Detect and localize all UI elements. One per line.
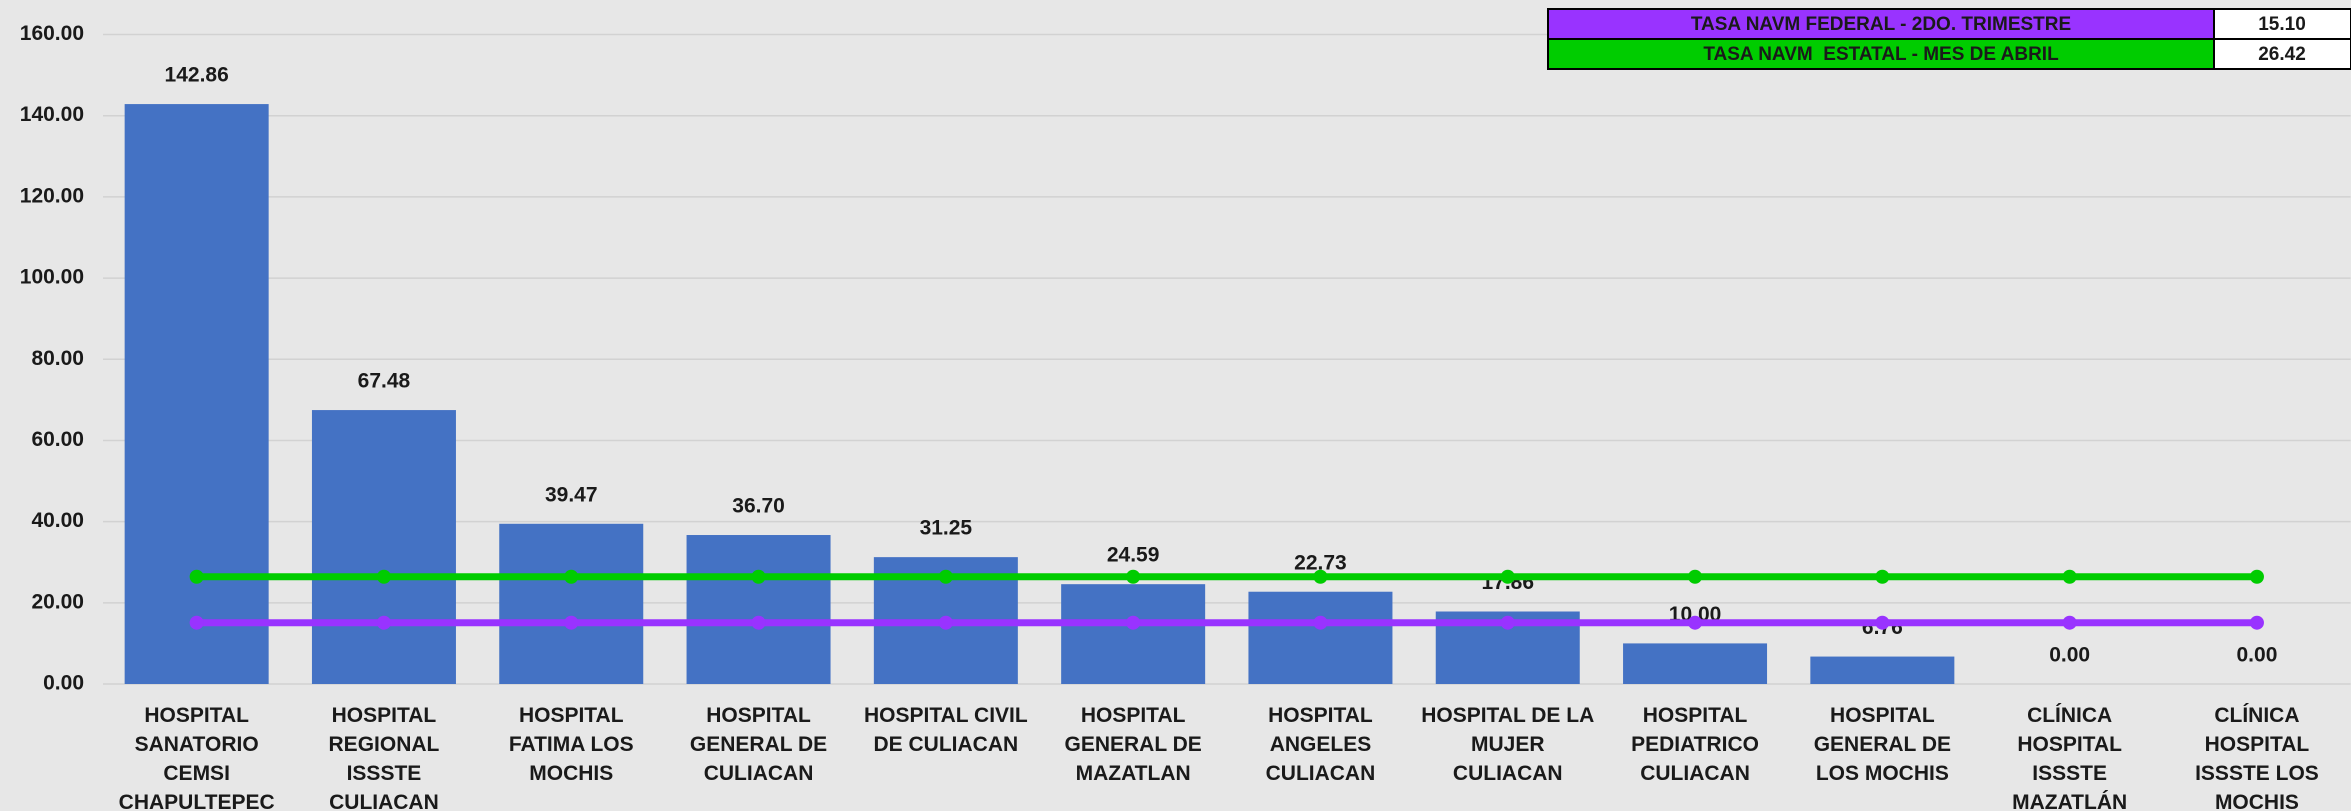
bar	[1061, 584, 1206, 684]
level-marker	[1688, 615, 1703, 630]
level-marker	[751, 615, 766, 630]
x-tick-label: HOSPITAL GENERAL DE CULIACAN	[690, 704, 827, 785]
level-marker	[938, 569, 953, 584]
x-tick-label: HOSPITAL ANGELES CULIACAN	[1266, 704, 1376, 785]
legend-name-cell	[1547, 38, 2215, 70]
legend-value-cell	[2213, 8, 2351, 40]
legend-name: TASA NAVM FEDERAL - 2DO. TRIMESTRE	[1691, 14, 2071, 35]
level-marker	[1500, 569, 1515, 584]
y-tick-label: 40.00	[31, 509, 84, 532]
level-marker	[376, 615, 391, 630]
data-label: 36.70	[732, 495, 785, 518]
data-label: 22.73	[1294, 551, 1347, 574]
level-marker	[1875, 615, 1890, 630]
level-marker	[1875, 569, 1890, 584]
x-tick-label: HOSPITAL PEDIATRICO CULIACAN	[1631, 704, 1759, 785]
level-marker	[1126, 615, 1141, 630]
x-tick-label: HOSPITAL GENERAL DE LOS MOCHIS	[1814, 704, 1951, 785]
level-marker	[2249, 569, 2264, 584]
bar	[1248, 591, 1393, 684]
bar	[1810, 656, 1955, 684]
x-tick-label: HOSPITAL DE LA MUJER CULIACAN	[1421, 704, 1594, 785]
data-label: 67.48	[358, 370, 411, 393]
bar	[1623, 643, 1768, 684]
y-tick-label: 160.00	[20, 22, 84, 45]
y-tick-label: 120.00	[20, 184, 84, 207]
level-marker	[564, 569, 579, 584]
data-label: 31.25	[920, 517, 973, 540]
level-marker	[564, 615, 579, 630]
level-marker	[1313, 569, 1328, 584]
level-marker	[1126, 569, 1141, 584]
level-marker	[1313, 615, 1328, 630]
x-tick-label: HOSPITAL GENERAL DE MAZATLAN	[1064, 704, 1201, 785]
y-tick-label: 80.00	[31, 347, 84, 370]
level-marker	[189, 569, 204, 584]
level-marker	[751, 569, 766, 584]
y-tick-label: 140.00	[20, 103, 84, 126]
bar	[499, 523, 644, 684]
data-label: 24.59	[1107, 544, 1160, 567]
y-tick-label: 60.00	[31, 428, 84, 451]
level-marker	[2062, 569, 2077, 584]
data-label: 0.00	[2049, 644, 2090, 667]
level-marker	[2062, 615, 2077, 630]
bar	[124, 104, 269, 684]
level-marker	[938, 615, 953, 630]
level-marker	[1688, 569, 1703, 584]
level-marker	[1500, 615, 1515, 630]
y-tick-label: 0.00	[43, 672, 84, 695]
data-label: 0.00	[2237, 644, 2278, 667]
data-label: 142.86	[165, 64, 229, 87]
x-tick-label: HOSPITAL SANATORIO CEMSI CHAPULTEPEC	[119, 704, 275, 811]
x-tick-label: CLÍNICA HOSPITAL ISSSTE LOS MOCHIS	[2195, 704, 2319, 811]
y-tick-label: 100.00	[20, 266, 84, 289]
level-marker	[376, 569, 391, 584]
x-tick-label: HOSPITAL FATIMA LOS MOCHIS	[509, 704, 634, 785]
legend-value: 26.42	[2258, 44, 2306, 65]
level-marker	[189, 615, 204, 630]
legend-name-cell	[1547, 8, 2215, 40]
x-tick-label: CLÍNICA HOSPITAL ISSSTE MAZATLÁN	[2012, 704, 2127, 811]
x-tick-label: HOSPITAL REGIONAL ISSSTE CULIACAN	[329, 704, 440, 811]
level-marker	[2249, 615, 2264, 630]
legend-name: TASA NAVM ESTATAL - MES DE ABRIL	[1703, 44, 2059, 65]
bar	[686, 535, 831, 684]
legend-value-cell	[2213, 38, 2351, 70]
x-tick-label: HOSPITAL CIVIL DE CULIACAN	[864, 704, 1028, 756]
bar	[311, 410, 456, 684]
legend-value: 15.10	[2258, 14, 2306, 35]
y-tick-label: 20.00	[31, 590, 84, 613]
data-label: 39.47	[545, 483, 598, 506]
